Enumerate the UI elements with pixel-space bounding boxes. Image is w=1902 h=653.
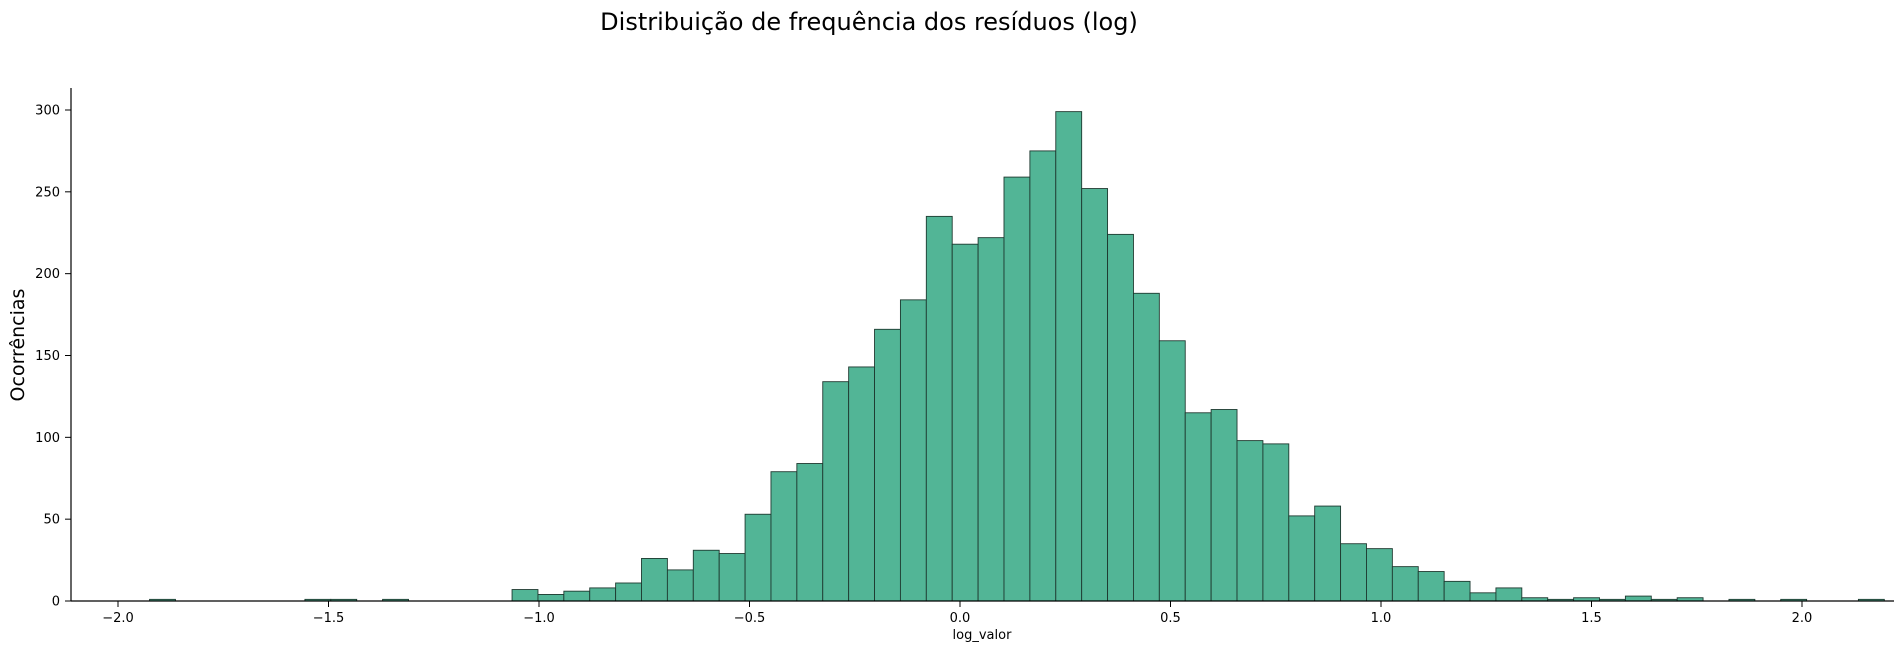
histogram-bar [874,328,901,602]
histogram-bar [666,569,694,602]
x-axis-ticks: −2.0 −1.5 −1.0 −0.5 0.0 0.5 1.0 1.5 2.0 [102,601,1812,626]
histogram-bar [744,513,772,602]
histogram-bar [1495,587,1523,602]
histogram-bar [1003,176,1031,602]
chart-title: Distribuição de frequência dos resíduos … [600,8,1138,36]
histogram-bar [1314,505,1342,602]
histogram-bar [537,594,565,602]
histogram-bar [796,463,824,602]
histogram-bar [1029,150,1057,602]
histogram-bar [692,549,720,602]
x-tick-label: −2.0 [102,611,134,626]
histogram-bar [1366,548,1393,602]
histogram-bar [1340,543,1367,602]
y-axis-label: Ocorrências [7,289,29,402]
histogram-bar [1624,595,1652,602]
histogram-bar [848,366,875,602]
y-tick-label: 50 [43,513,60,528]
x-tick-label: −1.0 [523,611,555,626]
histogram-bar [951,243,979,602]
histogram-bar [770,471,798,602]
histogram-bar [822,381,850,602]
histogram-bar [1391,566,1419,602]
histogram-bar [1107,233,1134,602]
histogram-bar [1210,409,1238,602]
bars-group [149,111,1885,602]
x-axis-label: log_valor [953,628,1013,643]
histogram-bar [1081,188,1109,602]
histogram-bar [1417,571,1445,602]
x-tick-label: 1.0 [1371,611,1392,626]
histogram-bar [1236,440,1264,602]
histogram-bar [899,299,927,602]
x-tick-label: 0.0 [950,611,971,626]
histogram-bar [718,553,746,602]
histogram-bar [925,215,953,602]
x-tick-label: 1.5 [1581,611,1602,626]
y-tick-label: 100 [35,431,60,446]
histogram-bar [615,582,642,602]
histogram-bar [589,587,617,602]
y-tick-label: 150 [35,349,60,364]
x-tick-label: 2.0 [1792,611,1813,626]
histogram-bar [1184,412,1212,602]
histogram-bar [1288,515,1316,602]
y-tick-label: 300 [35,103,60,118]
histogram-bar [511,589,539,602]
histogram-bar [1132,292,1160,602]
x-tick-label: −1.5 [313,611,345,626]
y-axis-ticks: 0 50 100 150 200 250 300 [35,103,71,610]
y-tick-label: 200 [35,267,60,282]
x-tick-label: 0.5 [1160,611,1181,626]
histogram-bar [563,590,591,602]
y-tick-label: 0 [52,595,60,610]
histogram-bar [1262,443,1290,602]
x-tick-label: −0.5 [734,611,766,626]
histogram-bar [1158,340,1186,602]
histogram-bar [1055,111,1083,602]
histogram-bar [977,237,1005,602]
y-tick-label: 250 [35,185,60,200]
histogram-bar [1469,592,1497,602]
histogram-bar [1443,580,1471,602]
histogram-bar [641,558,668,602]
